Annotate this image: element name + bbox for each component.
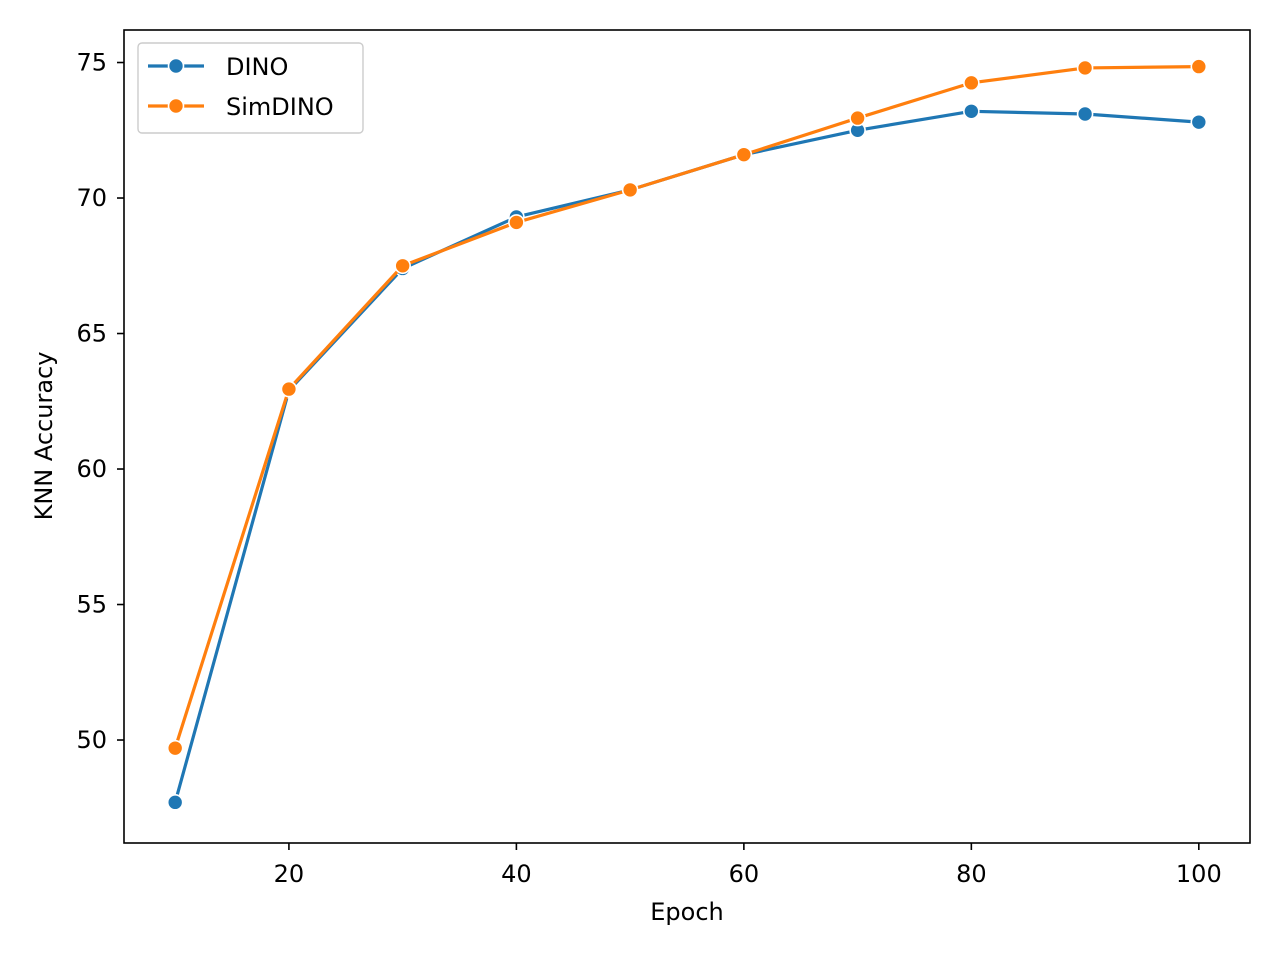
legend-entry-simdino: SimDINO — [148, 93, 334, 121]
y-tick-label: 75 — [76, 49, 107, 77]
y-axis: 50 55 60 65 70 75 — [76, 49, 124, 754]
x-tick-label: 100 — [1176, 860, 1222, 888]
y-axis-label: KNN Accuracy — [30, 352, 58, 521]
plot-area — [166, 58, 1208, 811]
legend-entry-dino: DINO — [148, 53, 288, 81]
data-point-simdino — [621, 181, 639, 199]
legend-swatch-marker — [167, 97, 185, 115]
x-tick-label: 40 — [501, 860, 532, 888]
data-point-dino — [1076, 105, 1094, 123]
legend: DINO SimDINO — [137, 42, 364, 134]
data-point-simdino — [166, 739, 184, 757]
x-tick-label: 80 — [956, 860, 987, 888]
data-point-simdino — [1190, 58, 1208, 75]
data-point-dino — [166, 794, 184, 811]
x-axis: 20 40 60 80 100 — [274, 843, 1222, 888]
data-point-dino — [963, 103, 980, 120]
data-point-simdino — [1076, 59, 1094, 77]
data-point-simdino — [280, 380, 298, 398]
legend-label: DINO — [226, 53, 288, 81]
series-simdino — [166, 58, 1208, 757]
legend-label: SimDINO — [226, 93, 334, 121]
data-point-simdino — [394, 257, 411, 275]
y-tick-label: 55 — [76, 591, 107, 619]
series-layer — [166, 58, 1208, 811]
x-tick-label: 60 — [729, 860, 760, 888]
y-tick-label: 65 — [76, 320, 107, 348]
x-tick-label: 20 — [274, 860, 305, 888]
data-point-simdino — [735, 146, 753, 163]
y-tick-label: 60 — [76, 455, 107, 483]
x-axis-label: Epoch — [650, 898, 724, 926]
data-point-simdino — [963, 74, 980, 92]
series-line-simdino — [173, 64, 1201, 750]
y-tick-label: 70 — [76, 184, 107, 212]
y-tick-label: 50 — [76, 726, 107, 754]
data-point-simdino — [849, 109, 866, 127]
axes-frame — [123, 29, 1251, 844]
data-point-dino — [1190, 113, 1208, 131]
legend-entries: DINO SimDINO — [148, 53, 334, 121]
data-point-simdino — [508, 214, 525, 231]
legend-swatch-marker — [167, 57, 185, 75]
